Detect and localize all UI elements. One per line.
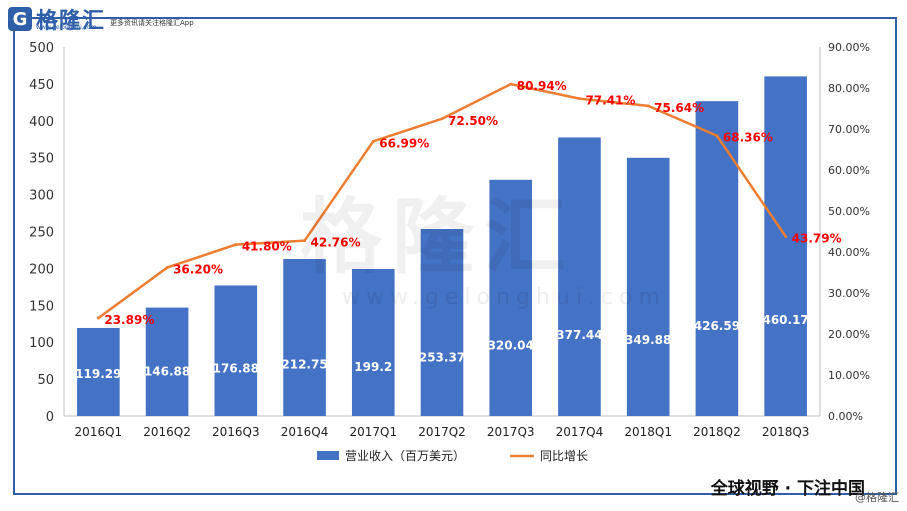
y-left-tick-label: 150	[29, 299, 54, 314]
revenue-bar-label: 119.29	[75, 367, 121, 381]
y-left-tick-label: 500	[29, 41, 54, 56]
footer-credit: @格隆汇	[855, 491, 899, 504]
revenue-bar	[420, 229, 464, 416]
y-right-tick-label: 40.00%	[828, 246, 870, 259]
yoy-growth-point	[165, 266, 169, 270]
y-left-tick-label: 450	[29, 78, 54, 93]
yoy-growth-point	[715, 134, 719, 138]
yoy-growth-label: 66.99%	[379, 136, 429, 150]
yoy-growth-point	[646, 104, 650, 108]
x-tick-label: 2018Q3	[762, 425, 810, 439]
y-right-tick-label: 50.00%	[828, 205, 870, 218]
header-slogan: 更多资讯请关注格隆汇App	[110, 19, 194, 27]
y-right-tick-label: 20.00%	[828, 328, 870, 341]
y-right-tick-label: 0.00%	[828, 410, 863, 423]
watermark-url: www.gelonghui.com	[342, 285, 666, 310]
logo-domain: www.gelonghui.com	[36, 24, 97, 31]
x-tick-label: 2017Q3	[487, 425, 535, 439]
revenue-bar	[145, 307, 189, 416]
yoy-growth-label: 75.64%	[654, 101, 704, 115]
x-tick-label: 2017Q1	[349, 425, 397, 439]
yoy-growth-point	[784, 234, 788, 238]
y-left-tick-label: 300	[29, 189, 54, 204]
yoy-growth-point	[440, 117, 444, 121]
yoy-growth-point	[234, 243, 238, 247]
legend-bar-swatch	[317, 451, 339, 460]
legend-bar-label: 营业收入（百万美元）	[345, 449, 465, 463]
revenue-bar	[558, 137, 601, 416]
y-right-tick-label: 60.00%	[828, 164, 870, 177]
y-right-tick-label: 30.00%	[828, 287, 870, 300]
revenue-bar-label: 146.88	[144, 364, 190, 378]
y-left-tick-label: 50	[37, 373, 54, 388]
revenue-bar	[351, 268, 395, 416]
y-left-tick-label: 200	[29, 262, 54, 277]
revenue-bar	[626, 157, 670, 416]
yoy-growth-label: 80.94%	[517, 79, 567, 93]
revenue-bar-label: 377.44	[556, 328, 602, 342]
y-left-tick-label: 0	[46, 410, 54, 425]
y-right-tick-label: 10.00%	[828, 369, 870, 382]
yoy-growth-label: 42.76%	[311, 236, 361, 250]
revenue-bar	[283, 258, 326, 416]
x-tick-label: 2016Q1	[75, 425, 123, 439]
yoy-growth-label: 68.36%	[723, 131, 773, 145]
y-left-tick-label: 250	[29, 226, 54, 241]
yoy-growth-point	[371, 139, 375, 143]
x-tick-label: 2017Q4	[556, 425, 604, 439]
y-left-tick-label: 100	[29, 336, 54, 351]
revenue-bar-label: 460.17	[762, 313, 808, 327]
frame-border	[13, 17, 897, 495]
revenue-bar	[489, 179, 533, 416]
footer-slogan: 全球视野 · 下注中国	[710, 479, 865, 499]
revenue-bar-label: 212.75	[281, 358, 327, 372]
yoy-growth-label: 23.89%	[104, 313, 154, 327]
revenue-bar	[764, 76, 807, 417]
chart-legend: 营业收入（百万美元） 同比增长	[317, 449, 588, 463]
revenue-bar	[77, 327, 120, 416]
yoy-growth-point	[303, 239, 307, 243]
revenue-bar	[695, 101, 739, 417]
logo-text: 格隆汇	[36, 9, 106, 34]
x-tick-label: 2016Q4	[281, 425, 329, 439]
revenue-bar-label: 199.2	[354, 360, 392, 374]
revenue-bar-label: 426.59	[694, 319, 740, 333]
y-left-tick-label: 350	[29, 152, 54, 167]
brand-logo: G 格隆汇	[8, 4, 105, 34]
watermark-text: 格隆汇	[300, 190, 577, 285]
y-left-tick-label: 400	[29, 115, 54, 130]
y-right-tick-label: 70.00%	[828, 123, 870, 136]
y-right-tick-label: 80.00%	[828, 82, 870, 95]
yoy-growth-label: 77.41%	[585, 94, 635, 108]
y-right-tick-label: 90.00%	[828, 41, 870, 54]
x-tick-label: 2016Q3	[212, 425, 260, 439]
chart-plot-area: 0 50 100 150 200 250 300 350 400 450 500 0.00% 10.00…	[29, 41, 870, 439]
revenue-bar-label: 176.88	[213, 361, 259, 375]
x-tick-label: 2016Q2	[143, 425, 191, 439]
revenue-bar	[214, 285, 258, 416]
yoy-growth-label: 43.79%	[792, 231, 842, 245]
x-tick-label: 2018Q1	[624, 425, 672, 439]
revenue-bar-label: 349.88	[625, 333, 671, 347]
x-tick-label: 2018Q2	[693, 425, 741, 439]
yoy-growth-label: 41.80%	[242, 240, 292, 254]
logo-mark-icon: G	[8, 7, 32, 31]
revenue-bar-label: 253.37	[419, 350, 465, 364]
yoy-growth-point	[509, 82, 513, 86]
revenue-bar-label: 320.04	[488, 338, 534, 352]
yoy-growth-point	[96, 316, 100, 320]
yoy-growth-label: 72.50%	[448, 114, 498, 128]
yoy-growth-point	[577, 97, 581, 101]
yoy-growth-label: 36.20%	[173, 263, 223, 277]
legend-line-label: 同比增长	[540, 449, 588, 463]
x-tick-label: 2017Q2	[418, 425, 466, 439]
